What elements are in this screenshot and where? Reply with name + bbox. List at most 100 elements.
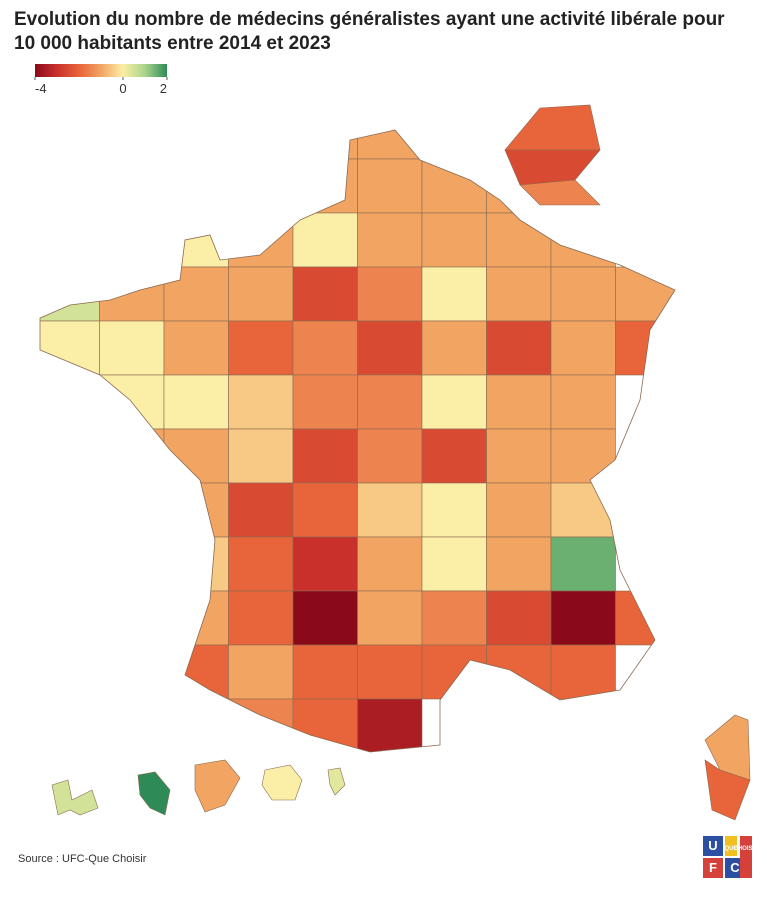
overseas-area (194, 759, 241, 813)
colorbar-tick-label: -4 (35, 81, 47, 96)
source: Source : UFC-Que Choisir (18, 853, 147, 865)
logo-tile (703, 858, 723, 878)
department-area (292, 644, 358, 700)
colorbar-tick-label: 2 (160, 81, 167, 96)
department-area (486, 266, 552, 322)
department-area (228, 482, 294, 538)
outline (39, 129, 676, 753)
department-area (163, 536, 229, 592)
department-area (421, 536, 487, 592)
department-area (99, 320, 165, 376)
department-area (421, 212, 487, 268)
department-area (550, 482, 616, 538)
department-area (99, 644, 165, 700)
logo-text: F (709, 860, 717, 875)
overseas-area (51, 779, 99, 816)
department-area (486, 590, 552, 646)
department-area (99, 590, 165, 646)
colorbar (35, 64, 167, 77)
department-area (486, 536, 552, 592)
logo-tile (740, 836, 752, 878)
department-area (228, 590, 294, 646)
logo-text: U (708, 838, 717, 853)
department-area (421, 320, 487, 376)
department-area (163, 590, 229, 646)
department-area (550, 644, 616, 700)
department-area (357, 320, 423, 376)
logo-text: C (730, 860, 740, 875)
overseas-area (327, 767, 346, 796)
department-area (486, 644, 552, 700)
department-area (357, 482, 423, 538)
department-area (550, 212, 616, 268)
department-area (486, 482, 552, 538)
inset-area (519, 179, 601, 206)
map-title: Evolution du nombre de médecins générali… (14, 9, 725, 54)
department-area (163, 374, 229, 430)
logo-tile (725, 836, 737, 856)
department-area (486, 374, 552, 430)
department-area (40, 266, 100, 322)
logo-tile (703, 836, 723, 856)
department-area (228, 266, 294, 322)
colorbar-tick-label: 0 (119, 81, 126, 96)
department-area (550, 428, 616, 484)
department-area (357, 590, 423, 646)
department-area (421, 644, 487, 700)
department-area (163, 266, 229, 322)
department-area (163, 482, 229, 538)
department-area (163, 428, 229, 484)
department-area (357, 644, 423, 700)
department-area (228, 428, 294, 484)
department-area (486, 212, 552, 268)
department-area (421, 158, 487, 214)
department-area (357, 698, 423, 752)
department-area (615, 266, 675, 322)
department-area (40, 320, 100, 376)
department-area (163, 644, 229, 700)
department-area (421, 266, 487, 322)
department-area (292, 698, 358, 752)
inset-area (504, 149, 601, 186)
department-area (99, 212, 165, 268)
department-area (486, 320, 552, 376)
department-area (292, 320, 358, 376)
department-area (228, 374, 294, 430)
department-area (163, 320, 229, 376)
department-area (550, 266, 616, 322)
department-area (357, 212, 423, 268)
department-area (228, 212, 294, 268)
department-area (615, 590, 675, 646)
department-area (421, 374, 487, 430)
overseas-area (261, 764, 303, 801)
department-area (163, 212, 229, 268)
department-area (357, 266, 423, 322)
department-area (228, 536, 294, 592)
department-area (163, 698, 229, 752)
department-area (228, 698, 294, 752)
department-area (228, 320, 294, 376)
overseas-area (137, 771, 171, 816)
department-area (292, 266, 358, 322)
inset-area (504, 104, 601, 151)
department-area (292, 130, 358, 160)
department-area (421, 482, 487, 538)
logo-text: QUE (724, 846, 737, 852)
department-area (421, 590, 487, 646)
department-area (550, 320, 616, 376)
department-area (99, 266, 165, 322)
department-area (357, 374, 423, 430)
department-area (292, 482, 358, 538)
department-area (292, 374, 358, 430)
logo-text: CHOISIR (733, 846, 759, 852)
department-area (292, 428, 358, 484)
department-area (292, 212, 358, 268)
department-area (550, 374, 616, 430)
department-area (550, 536, 616, 592)
department-area (228, 644, 294, 700)
department-area (357, 158, 423, 214)
department-area (357, 428, 423, 484)
department-area (99, 428, 165, 484)
